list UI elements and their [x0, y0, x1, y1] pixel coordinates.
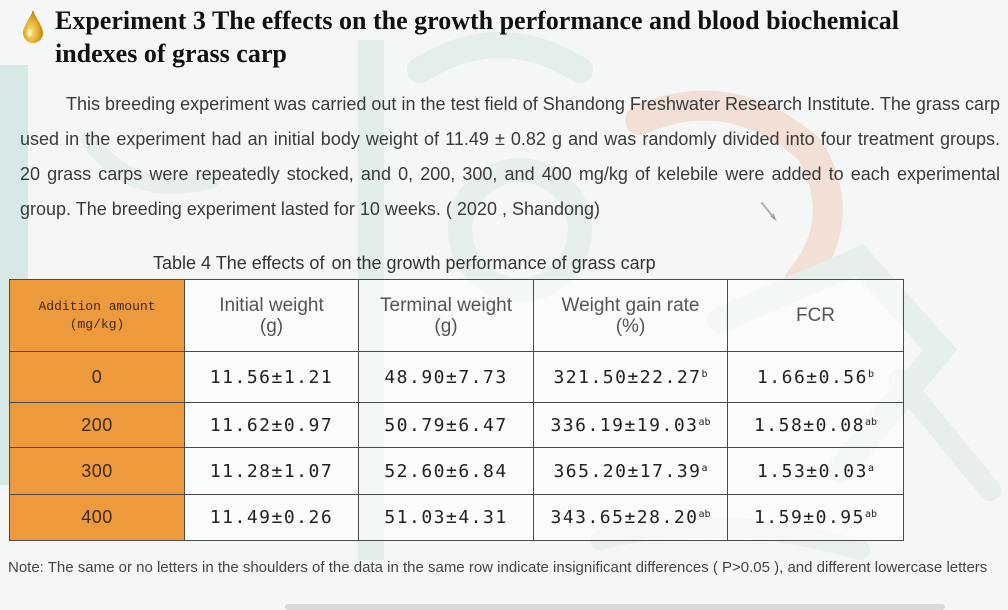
row-dose-label: 0 — [9, 351, 185, 403]
header-initial-label: Initial weight — [219, 294, 324, 316]
terminal-weight-cell: 51.03±4.31 — [358, 494, 534, 541]
table-caption-suffix: on the growth performance of grass carp — [331, 253, 656, 273]
header-addition-amount: Addition amount (mg/kg) — [9, 279, 185, 352]
header-gain-unit: (%) — [615, 315, 646, 337]
header-terminal-label: Terminal weight — [380, 294, 512, 316]
initial-weight-cell: 11.28±1.07 — [184, 447, 359, 495]
fcr-value: 1.66±0.56 — [756, 366, 868, 388]
significance-letter: ab — [865, 509, 878, 520]
growth-performance-table: Addition amount (mg/kg) Initial weight (… — [9, 279, 904, 541]
significance-letter: a — [868, 462, 875, 474]
header-initial-unit: (g) — [259, 315, 284, 337]
fcr-value: 1.58±0.08 — [753, 414, 865, 436]
table-caption: Table 4 The effects of on the growth perf… — [153, 252, 656, 274]
header-initial-weight: Initial weight (g) — [184, 279, 359, 352]
table-row: 400 11.49±0.26 51.03±4.31 343.65±28.20ab… — [9, 494, 904, 541]
table-row: 200 11.62±0.97 50.79±6.47 336.19±19.03ab… — [9, 402, 904, 448]
fcr-value: 1.53±0.03 — [756, 460, 868, 482]
experiment-description: This breeding experiment was carried out… — [20, 94, 1000, 219]
weight-gain-value: 321.50±22.27 — [553, 366, 702, 388]
weight-gain-cell: 343.65±28.20ab — [533, 494, 728, 541]
weight-gain-cell: 321.50±22.27b — [533, 351, 728, 403]
cursor-mark-icon — [761, 202, 777, 222]
fcr-cell: 1.58±0.08ab — [727, 402, 904, 448]
header-addition-label: Addition amount — [38, 298, 156, 314]
row-dose-label: 200 — [9, 402, 185, 448]
significance-letter: b — [868, 368, 875, 380]
table-header-row: Addition amount (mg/kg) Initial weight (… — [9, 279, 904, 352]
header-terminal-unit: (g) — [434, 315, 458, 337]
header-gain-label: Weight gain rate — [561, 294, 700, 316]
initial-weight-cell: 11.56±1.21 — [184, 351, 359, 403]
fcr-value: 1.59±0.95 — [753, 507, 865, 528]
weight-gain-cell: 365.20±17.39a — [533, 447, 728, 495]
terminal-weight-cell: 48.90±7.73 — [358, 351, 534, 403]
initial-weight-cell: 11.62±0.97 — [184, 402, 359, 448]
terminal-weight-cell: 50.79±6.47 — [358, 402, 534, 448]
table-row: 300 11.28±1.07 52.60±6.84 365.20±17.39a … — [9, 447, 904, 495]
fcr-cell: 1.53±0.03a — [727, 447, 904, 495]
page-title: Experiment 3 The effects on the growth p… — [55, 6, 899, 68]
weight-gain-cell: 336.19±19.03ab — [533, 402, 728, 448]
header-addition-unit: (mg/kg) — [69, 316, 125, 332]
row-dose-label: 300 — [9, 447, 185, 495]
oil-drop-icon — [23, 10, 43, 43]
table-row: 0 11.56±1.21 48.90±7.73 321.50±22.27b 1.… — [9, 351, 904, 403]
weight-gain-value: 365.20±17.39 — [553, 460, 702, 482]
significance-letter: ab — [865, 416, 878, 428]
horizontal-scrollbar[interactable] — [285, 604, 945, 610]
header-fcr-label: FCR — [795, 305, 836, 326]
fcr-cell: 1.66±0.56b — [727, 351, 904, 403]
significance-letter: ab — [698, 509, 711, 520]
fcr-cell: 1.59±0.95ab — [727, 494, 904, 541]
header-fcr: FCR — [727, 279, 904, 352]
weight-gain-value: 343.65±28.20 — [550, 507, 699, 528]
significance-letter: a — [701, 462, 708, 474]
initial-weight-cell: 11.49±0.26 — [184, 494, 359, 541]
significance-letter: b — [701, 368, 708, 380]
table-note: Note: The same or no letters in the shou… — [8, 559, 988, 576]
header-weight-gain-rate: Weight gain rate (%) — [533, 279, 728, 352]
terminal-weight-cell: 52.60±6.84 — [358, 447, 534, 495]
header-terminal-weight: Terminal weight (g) — [358, 279, 534, 352]
table-caption-prefix: Table 4 The effects of — [153, 253, 325, 273]
significance-letter: ab — [698, 416, 711, 428]
weight-gain-value: 336.19±19.03 — [550, 414, 699, 436]
row-dose-label: 400 — [9, 494, 185, 541]
